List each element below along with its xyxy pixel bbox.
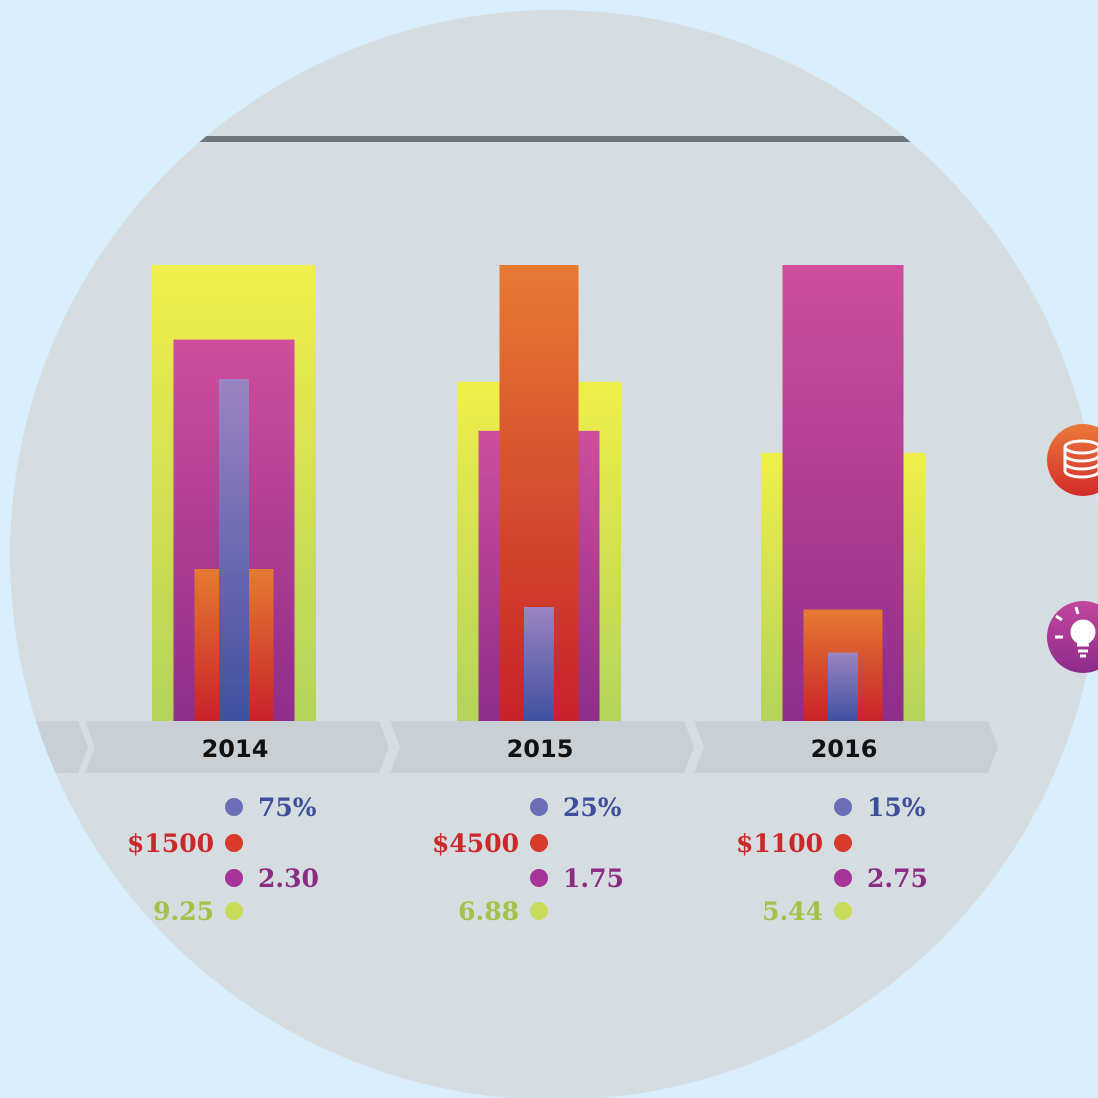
value-label-percent-2014: 75% [258,793,317,822]
value-label-ratio-2015: 1.75 [563,864,624,893]
value-label-ratio-2014: 2.30 [258,864,319,893]
value-label-percent-2015: 25% [563,793,622,822]
legend-dot-percent-2014 [225,798,243,816]
legend-dot-percent-2015 [530,798,548,816]
lightbulb-icon [1055,606,1096,658]
legend-dot-ratio-2014 [225,869,243,887]
year-label-2014: 2014 [202,735,269,763]
legend-dot-percent-2016 [834,798,852,816]
value-label-amount-2016: $1100 [736,829,823,858]
year-label-2015: 2015 [507,735,574,763]
band-2015 [390,721,694,773]
value-label-percent-2016: 15% [867,793,926,822]
band-2014 [85,721,389,773]
year-label-2016: 2016 [811,735,878,763]
legend-dot-amount-2016 [834,834,852,852]
side-icon-lightbulb[interactable] [1047,601,1098,673]
legend-dot-score-2015 [530,902,548,920]
bar-percent-2016 [828,652,858,721]
legend-dot-amount-2014 [225,834,243,852]
value-label-amount-2015: $4500 [432,829,519,858]
value-label-score-2016: 5.44 [762,897,823,926]
value-label-ratio-2016: 2.75 [867,864,928,893]
value-label-score-2015: 6.88 [458,897,519,926]
bar-percent-2014 [219,379,249,721]
legend-dot-score-2014 [225,902,243,920]
top-rule [200,136,920,142]
bar-percent-2015 [524,607,554,721]
band-partial [10,721,88,773]
legend-dot-amount-2015 [530,834,548,852]
value-label-score-2014: 9.25 [153,897,214,926]
legend-dot-ratio-2016 [834,869,852,887]
band-2016 [694,721,998,773]
value-label-amount-2014: $1500 [127,829,214,858]
legend-dot-ratio-2015 [530,869,548,887]
legend-dot-score-2016 [834,902,852,920]
